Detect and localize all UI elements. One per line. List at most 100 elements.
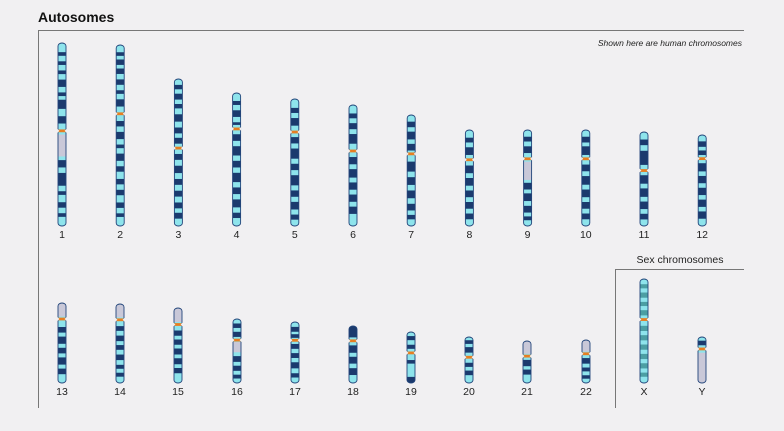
dark-band bbox=[116, 372, 124, 377]
chromosome-10 bbox=[581, 129, 591, 227]
chromosome-outline bbox=[639, 131, 649, 227]
chromosome-label-13: 13 bbox=[56, 386, 68, 398]
chromosome-outline bbox=[522, 340, 532, 384]
dark-band bbox=[58, 92, 66, 97]
dark-band bbox=[581, 189, 590, 198]
chromosome-body bbox=[349, 326, 357, 383]
dark-band bbox=[233, 374, 241, 379]
dark-band bbox=[58, 52, 66, 56]
centromere-pinch bbox=[232, 338, 242, 343]
dark-band bbox=[116, 90, 125, 94]
dark-band bbox=[290, 107, 299, 113]
dark-band bbox=[232, 122, 241, 125]
dark-band bbox=[407, 121, 416, 128]
chromosome-outline bbox=[697, 336, 707, 384]
dark-band bbox=[174, 153, 183, 160]
centromere-pinch bbox=[57, 128, 67, 133]
dark-band bbox=[698, 141, 707, 147]
centromere bbox=[174, 146, 183, 150]
centromere-pinch bbox=[523, 156, 533, 161]
dark-band bbox=[174, 339, 182, 345]
dark-band bbox=[581, 213, 590, 220]
dark-band bbox=[174, 358, 182, 365]
dark-band bbox=[116, 99, 125, 107]
dark-band bbox=[116, 153, 125, 161]
chromosome-label-6: 6 bbox=[350, 229, 356, 241]
dark-band bbox=[116, 68, 125, 74]
dark-band bbox=[174, 212, 183, 219]
chromosome-outline bbox=[290, 98, 300, 227]
dark-band bbox=[58, 368, 66, 375]
chromosome-outline bbox=[348, 325, 358, 384]
chromosome-label-8: 8 bbox=[466, 229, 473, 241]
dark-band bbox=[116, 354, 124, 361]
dark-band bbox=[349, 206, 357, 214]
dark-band bbox=[698, 187, 707, 196]
dark-band bbox=[291, 343, 299, 349]
dark-band bbox=[582, 358, 590, 364]
centromere-pinch bbox=[290, 338, 300, 343]
centromere bbox=[407, 351, 415, 355]
dark-band bbox=[116, 202, 125, 208]
dark-band bbox=[349, 123, 357, 130]
dark-band bbox=[116, 166, 125, 172]
dark-band bbox=[407, 360, 415, 364]
chromosome-body bbox=[465, 337, 473, 383]
chromosome-18 bbox=[348, 325, 358, 384]
dark-band bbox=[116, 131, 125, 140]
chromosome-19 bbox=[406, 331, 416, 384]
dark-band bbox=[233, 323, 241, 328]
dark-band bbox=[640, 372, 648, 377]
chromosome-label-5: 5 bbox=[291, 229, 298, 241]
dark-band bbox=[232, 110, 241, 117]
centromere bbox=[581, 157, 590, 161]
dark-band bbox=[174, 178, 183, 185]
dark-band bbox=[349, 194, 357, 202]
dark-band bbox=[290, 214, 299, 220]
centromere-pinch bbox=[464, 157, 474, 162]
chromosome-1 bbox=[57, 42, 67, 227]
dark-band bbox=[523, 359, 531, 367]
chromosome-14 bbox=[115, 303, 125, 384]
dark-band bbox=[581, 164, 590, 172]
dark-band bbox=[290, 118, 299, 126]
dark-band bbox=[116, 121, 125, 127]
dark-band bbox=[290, 137, 299, 144]
chromosome-outline bbox=[173, 307, 183, 384]
chromosome-outline bbox=[464, 336, 474, 384]
heterochromatin-band bbox=[58, 134, 66, 157]
dark-band bbox=[640, 188, 648, 197]
chromosome-outline bbox=[232, 92, 242, 227]
dark-band bbox=[174, 202, 183, 209]
dark-band bbox=[349, 134, 357, 144]
chromosome-6 bbox=[348, 104, 358, 227]
centromere-pinch bbox=[290, 130, 300, 135]
chromosome-y bbox=[697, 336, 707, 384]
dark-band bbox=[58, 191, 66, 195]
chromosome-body bbox=[407, 332, 415, 383]
dark-band bbox=[581, 202, 590, 209]
dark-band bbox=[349, 169, 357, 178]
chromosome-outline bbox=[697, 134, 707, 227]
dark-band bbox=[523, 136, 532, 142]
dark-band bbox=[174, 165, 183, 174]
chromosome-22 bbox=[581, 339, 591, 384]
chromosome-17 bbox=[290, 321, 300, 384]
dark-band bbox=[465, 147, 474, 155]
centromere-pinch bbox=[464, 355, 474, 360]
centromere-pinch bbox=[581, 351, 591, 356]
centromere-pinch bbox=[697, 346, 707, 351]
centromere-pinch bbox=[697, 156, 707, 161]
dark-band bbox=[465, 190, 474, 198]
chromosome-15 bbox=[173, 307, 183, 384]
chromosome-5 bbox=[290, 98, 300, 227]
dark-band bbox=[174, 190, 183, 197]
chromosome-outline bbox=[115, 44, 125, 227]
dark-band bbox=[407, 203, 416, 211]
chromosome-21 bbox=[522, 340, 532, 384]
chromosome-label-20: 20 bbox=[463, 386, 475, 398]
caption-note: Shown here are human chromosomes bbox=[597, 38, 742, 48]
centromere-pinch bbox=[406, 151, 416, 156]
centromere-pinch bbox=[639, 168, 649, 173]
centromere-pinch bbox=[115, 111, 125, 116]
